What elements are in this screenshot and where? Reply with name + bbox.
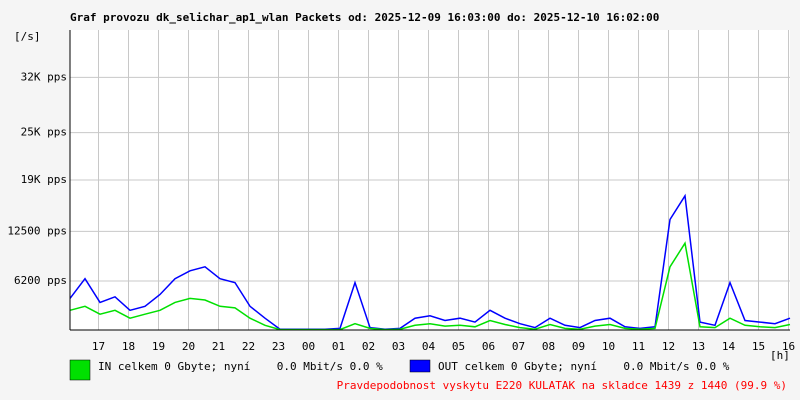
- x-unit-label: [h]: [770, 349, 790, 362]
- x-tick-label: 19: [152, 340, 165, 353]
- x-tick-label: 12: [662, 340, 675, 353]
- y-tick-label: 19K pps: [21, 173, 67, 186]
- footer: Pravdepodobnost vyskytu E220 KULATAK na …: [337, 379, 787, 392]
- chart-title: Graf provozu dk_selichar_ap1_wlan Packet…: [70, 11, 659, 24]
- series-line: [69, 193, 791, 330]
- x-tick-label: 11: [632, 340, 645, 353]
- series-line: [69, 241, 791, 331]
- y-tick-label: 12500 pps: [7, 224, 67, 237]
- legend-label: IN celkem 0 Gbyte; nyní 0.0 Mbit/s 0.0 %: [98, 360, 383, 373]
- x-tick-label: 02: [362, 340, 375, 353]
- x-tick-label: 09: [572, 340, 585, 353]
- x-tick-label: 03: [392, 340, 405, 353]
- x-tick-label: 20: [182, 340, 195, 353]
- x-tick-label: 01: [332, 340, 345, 353]
- x-tick-label: 14: [722, 340, 736, 353]
- x-tick-label: 21: [212, 340, 225, 353]
- x-tick-label: 05: [452, 340, 465, 353]
- y-tick-label: 25K pps: [21, 126, 67, 139]
- x-tick-label: 17: [92, 340, 105, 353]
- x-tick-label: 04: [422, 340, 436, 353]
- y-tick-label: 32K pps: [21, 70, 67, 83]
- x-tick-label: 06: [482, 340, 495, 353]
- x-tick-label: 15: [752, 340, 765, 353]
- legend-label: OUT celkem 0 Gbyte; nyní 0.0 Mbit/s 0.0 …: [438, 360, 730, 373]
- x-tick-label: 08: [542, 340, 555, 353]
- y-unit-label: [/s]: [14, 30, 41, 43]
- x-tick-label: 23: [272, 340, 285, 353]
- x-tick-label: 16: [782, 340, 795, 353]
- legend-swatch: [69, 359, 91, 381]
- x-tick-label: 07: [512, 340, 525, 353]
- legend-swatch: [409, 359, 431, 373]
- x-tick-label: 18: [122, 340, 135, 353]
- x-tick-label: 22: [242, 340, 255, 353]
- y-tick-label: 6200 pps: [14, 274, 67, 287]
- x-tick-label: 13: [692, 340, 705, 353]
- x-tick-label: 10: [602, 340, 615, 353]
- x-tick-label: 00: [302, 340, 315, 353]
